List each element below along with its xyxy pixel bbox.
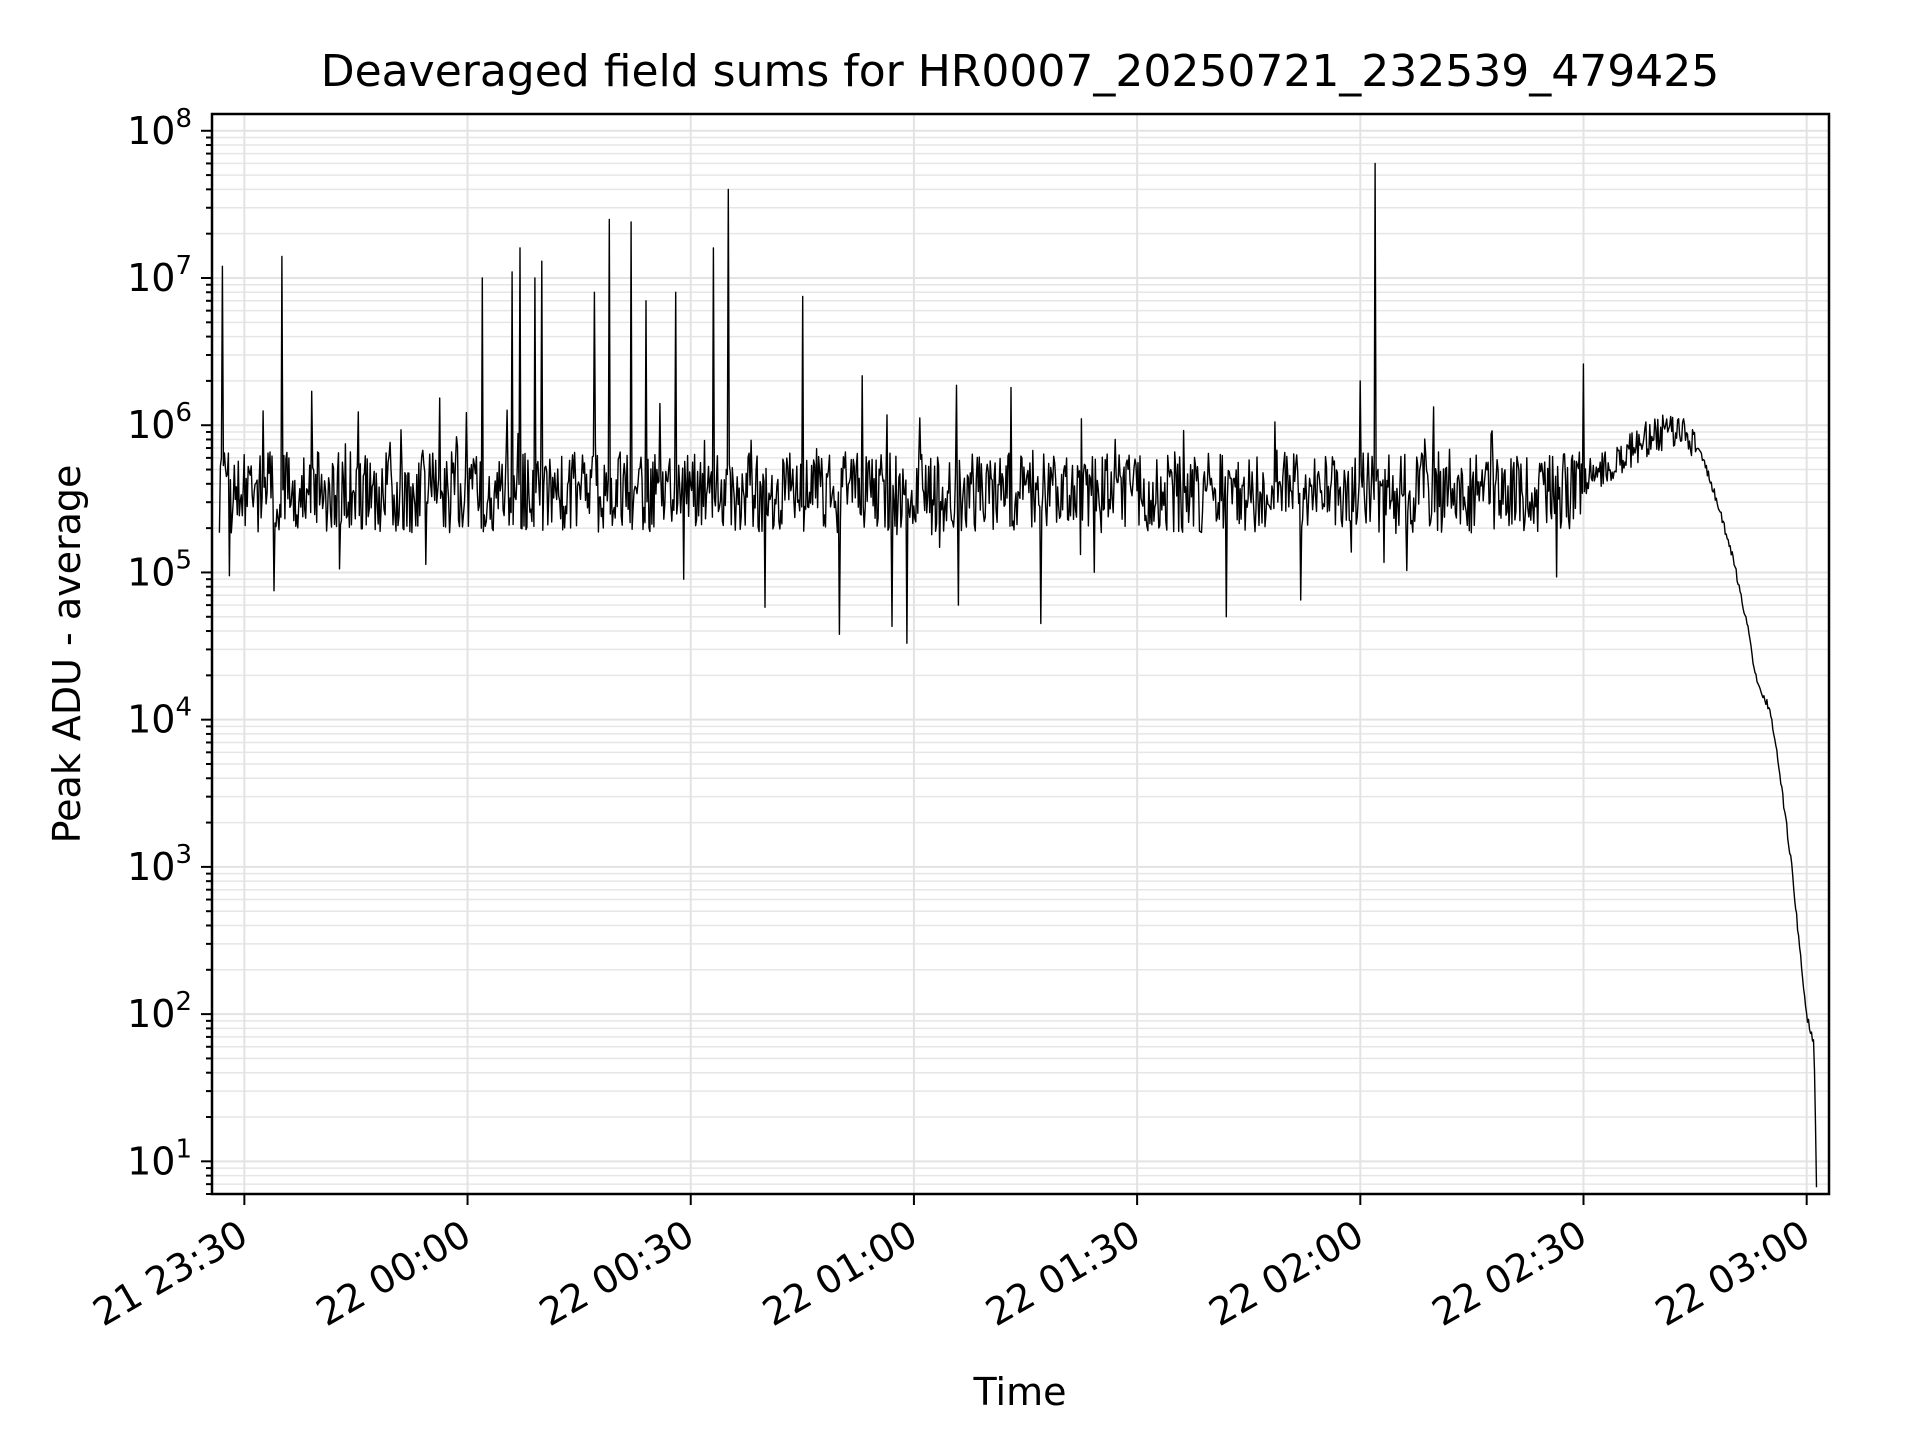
series-layer — [218, 162, 1818, 1188]
x-tick-label: 22 01:00 — [755, 1212, 924, 1335]
x-axis-label: Time — [973, 1370, 1067, 1414]
series-line — [218, 162, 1818, 1188]
x-axis: 21 23:30 22 00:00 22 00:30 22 01:00 22 01:30… — [86, 1194, 1817, 1335]
y-tick-label: 105 — [127, 545, 192, 594]
x-tick-label: 22 03:00 — [1648, 1212, 1817, 1335]
y-tick-label: 106 — [127, 398, 192, 447]
y-tick-label: 103 — [127, 840, 192, 889]
y-tick-label: 104 — [127, 693, 192, 742]
y-tick-label: 102 — [127, 987, 192, 1036]
grid — [212, 114, 1829, 1195]
x-tick-label: 22 02:00 — [1202, 1212, 1371, 1335]
y-tick-label: 108 — [127, 104, 192, 153]
x-tick-label: 21 23:30 — [86, 1212, 255, 1335]
x-tick-label: 22 00:00 — [309, 1212, 478, 1335]
x-tick-label: 22 02:30 — [1425, 1212, 1594, 1335]
y-tick-label: 107 — [127, 251, 192, 300]
x-tick-label: 22 00:30 — [532, 1212, 701, 1335]
x-tick-label: 22 01:30 — [978, 1212, 1147, 1335]
plot-frame — [210, 112, 1831, 1196]
chart-title: Deaveraged field sums for HR0007_2025072… — [321, 46, 1720, 97]
y-tick-label: 101 — [127, 1134, 192, 1183]
y-axis-label: Peak ADU - average — [45, 465, 89, 844]
y-axis: 101 102 103 104 105 106 107 108 — [127, 104, 212, 1195]
